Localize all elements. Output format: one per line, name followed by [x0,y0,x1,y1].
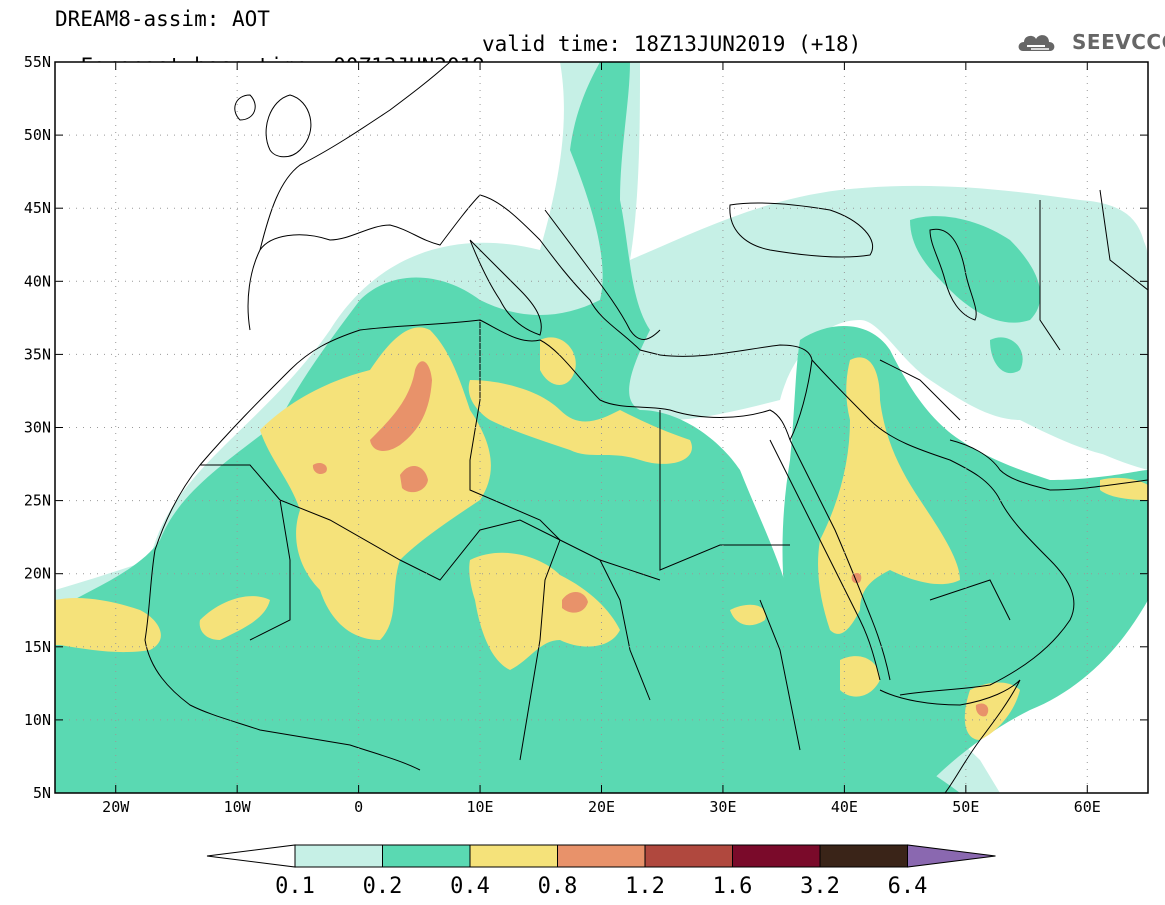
colorbar-label: 0.4 [450,874,490,899]
colorbar-swatch [294,844,383,868]
lon-label: 0 [354,798,363,816]
lat-label: 50N [24,126,51,144]
colorbar-label: 3.2 [800,874,840,899]
colorbar-swatch [382,844,471,868]
lat-label: 45N [24,199,51,217]
lat-label: 5N [33,784,51,802]
colorbar-under-triangle [206,844,296,868]
lon-label: 30E [709,798,736,816]
colorbar-label: 0.2 [363,874,403,899]
colorbar-label: 0.8 [538,874,578,899]
lon-label: 60E [1074,798,1101,816]
colorbar-swatch [644,844,733,868]
lat-label: 55N [24,53,51,71]
colorbar-swatch [557,844,646,868]
aot-level-0.4 [55,327,1148,740]
lat-label: 10N [24,711,51,729]
colorbar: 0.1 0.2 0.4 0.8 1.2 1.6 3.2 6.4 [206,844,996,899]
colorbar-label: 1.2 [625,874,665,899]
aot-level-0.8 [312,361,989,717]
lat-label: 20N [24,565,51,583]
lat-label: 15N [24,638,51,656]
lon-label: 10E [467,798,494,816]
lon-label: 20W [102,798,130,816]
colorbar-label: 6.4 [888,874,928,899]
logo-text: SEEVCCC [1072,30,1165,54]
colorbar-over-triangle [907,844,996,868]
lon-label: 10W [224,798,252,816]
lon-label: 40E [831,798,858,816]
lat-label: 35N [24,345,51,363]
gridlines [55,62,1148,793]
lon-label: 50E [952,798,979,816]
colorbar-swatch [732,844,821,868]
coastlines [144,62,1148,793]
colorbar-swatch [819,844,908,868]
latitude-labels: 55N 50N 45N 40N 35N 30N 25N 20N 15N 10N 5N [24,53,51,802]
map-title: DREAM8-assim: AOT [55,7,270,31]
colorbar-swatch [469,844,558,868]
longitude-labels: 20W 10W 0 10E 20E 30E 40E 50E 60E [102,798,1101,816]
cloud-icon [1018,35,1055,51]
colorbar-label: 1.6 [713,874,753,899]
lat-label: 25N [24,492,51,510]
lat-label: 40N [24,272,51,290]
valid-time: valid time: 18Z13JUN2019 (+18) [482,32,862,56]
lat-label: 30N [24,419,51,437]
lon-label: 20E [588,798,615,816]
axis-ticks [55,61,1148,794]
colorbar-label: 0.1 [275,874,315,899]
